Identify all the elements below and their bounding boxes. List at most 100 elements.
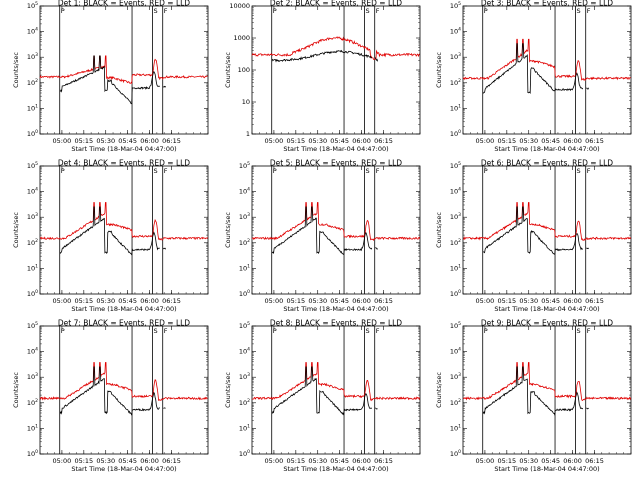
x-axis-label: Start Time (18-Mar-04 04:47:00) xyxy=(494,305,599,313)
x-tick-label: 06:15 xyxy=(374,137,393,145)
x-tick-label: 05:30 xyxy=(308,137,327,145)
y-tick-label: 100 xyxy=(27,129,38,138)
plot-frame xyxy=(39,325,209,455)
time-marker-label: P xyxy=(484,7,488,15)
series-lld-line xyxy=(39,55,208,85)
series-lld-line xyxy=(463,202,632,242)
x-tick-label: 05:00 xyxy=(476,297,495,305)
time-marker-label: F xyxy=(587,7,591,15)
y-tick-label: 103 xyxy=(450,52,461,61)
x-tick-label: 05:45 xyxy=(541,457,560,465)
detector-panel-6: Det 6: BLACK = Events, RED = LLD 100 101 10… xyxy=(435,159,632,313)
plot-frame xyxy=(39,5,209,135)
time-marker-label: P xyxy=(61,7,65,15)
x-tick-label: 06:15 xyxy=(374,297,393,305)
x-tick-label: 05:45 xyxy=(118,457,137,465)
y-tick-label: 102 xyxy=(239,398,250,407)
x-tick-label: 05:15 xyxy=(74,297,93,305)
panel-title: Det 9: BLACK = Events, RED = LLD xyxy=(481,319,613,328)
x-tick-label: 06:00 xyxy=(140,137,159,145)
y-tick-label: 10000 xyxy=(229,2,250,10)
x-axis-label: Start Time (18-Mar-04 04:47:00) xyxy=(283,305,388,313)
y-tick-label: 103 xyxy=(27,372,38,381)
y-tick-label: 100 xyxy=(239,449,250,458)
x-tick-label: 06:00 xyxy=(352,297,371,305)
y-tick-label: 105 xyxy=(239,321,250,330)
panel-title: Det 7: BLACK = Events, RED = LLD xyxy=(58,319,190,328)
x-tick-label: 06:00 xyxy=(140,457,159,465)
y-axis-label: Counts/sec xyxy=(435,212,443,248)
y-tick-label: 100 xyxy=(239,289,250,298)
time-marker-label: F xyxy=(164,167,168,175)
y-tick-label: 103 xyxy=(450,372,461,381)
y-tick-label: 103 xyxy=(239,372,250,381)
y-tick-label: 104 xyxy=(450,187,461,196)
plot-frame xyxy=(462,325,632,455)
y-tick-label: 104 xyxy=(27,27,38,36)
time-marker-label: S xyxy=(365,167,369,175)
y-tick-label: 104 xyxy=(239,187,250,196)
x-tick-label: 05:15 xyxy=(497,137,516,145)
series-events-line xyxy=(59,206,166,256)
time-marker-label: F xyxy=(376,327,380,335)
series-events-line xyxy=(59,55,166,105)
x-axis-label: Start Time (18-Mar-04 04:47:00) xyxy=(283,465,388,473)
x-tick-label: 05:45 xyxy=(541,297,560,305)
y-tick-label: 104 xyxy=(239,347,250,356)
time-marker-label: S xyxy=(365,7,369,15)
x-tick-label: 05:45 xyxy=(330,297,349,305)
panel-title: Det 2: BLACK = Events, RED = LLD xyxy=(270,0,402,8)
x-axis-label: Start Time (18-Mar-04 04:47:00) xyxy=(71,465,176,473)
panel-title: Det 8: BLACK = Events, RED = LLD xyxy=(270,319,402,328)
series-events-line xyxy=(271,49,378,63)
plot-frame xyxy=(462,5,632,135)
time-marker-label: S xyxy=(153,327,157,335)
panel-title: Det 3: BLACK = Events, RED = LLD xyxy=(481,0,613,8)
detector-panel-7: Det 7: BLACK = Events, RED = LLD 100 101 10… xyxy=(12,319,209,473)
time-marker-label: F xyxy=(376,167,380,175)
x-tick-label: 05:15 xyxy=(286,297,305,305)
x-tick-label: 05:30 xyxy=(96,457,115,465)
y-tick-label: 103 xyxy=(27,52,38,61)
y-tick-label: 102 xyxy=(450,398,461,407)
x-tick-label: 06:15 xyxy=(585,457,604,465)
x-tick-label: 05:45 xyxy=(330,457,349,465)
y-tick-label: 102 xyxy=(27,398,38,407)
time-marker-label: P xyxy=(273,167,277,175)
series-lld-line xyxy=(462,362,632,401)
panel-title: Det 5: BLACK = Events, RED = LLD xyxy=(270,159,402,168)
y-tick-label: 100 xyxy=(27,289,38,298)
y-tick-label: 101 xyxy=(239,423,250,432)
x-tick-label: 05:30 xyxy=(519,457,538,465)
y-tick-label: 104 xyxy=(27,347,38,356)
panel-title: Det 4: BLACK = Events, RED = LLD xyxy=(58,159,190,168)
time-marker-label: F xyxy=(587,167,591,175)
x-tick-label: 05:00 xyxy=(476,137,495,145)
x-tick-label: 06:00 xyxy=(352,457,371,465)
y-tick-label: 101 xyxy=(27,103,38,112)
time-marker-label: P xyxy=(273,327,277,335)
x-tick-label: 05:15 xyxy=(497,457,516,465)
y-tick-label: 102 xyxy=(27,238,38,247)
x-tick-label: 05:45 xyxy=(541,137,560,145)
x-tick-label: 06:00 xyxy=(352,137,371,145)
x-tick-label: 05:00 xyxy=(53,137,72,145)
x-tick-label: 06:15 xyxy=(162,457,181,465)
series-lld-line xyxy=(39,362,208,402)
y-tick-label: 102 xyxy=(450,78,461,87)
time-marker-label: F xyxy=(164,327,168,335)
plot-frame xyxy=(251,165,421,295)
y-tick-label: 104 xyxy=(450,27,461,36)
y-tick-label: 105 xyxy=(450,1,461,10)
y-tick-label: 100 xyxy=(450,449,461,458)
x-tick-label: 05:00 xyxy=(265,137,284,145)
time-marker-label: P xyxy=(484,327,488,335)
x-tick-label: 05:15 xyxy=(74,137,93,145)
series-lld-line xyxy=(251,36,421,61)
x-tick-label: 05:45 xyxy=(330,137,349,145)
time-marker-label: S xyxy=(153,7,157,15)
x-tick-label: 05:15 xyxy=(497,297,516,305)
x-axis-label: Start Time (18-Mar-04 04:47:00) xyxy=(283,145,388,153)
y-tick-label: 103 xyxy=(27,212,38,221)
x-tick-label: 05:30 xyxy=(96,137,115,145)
